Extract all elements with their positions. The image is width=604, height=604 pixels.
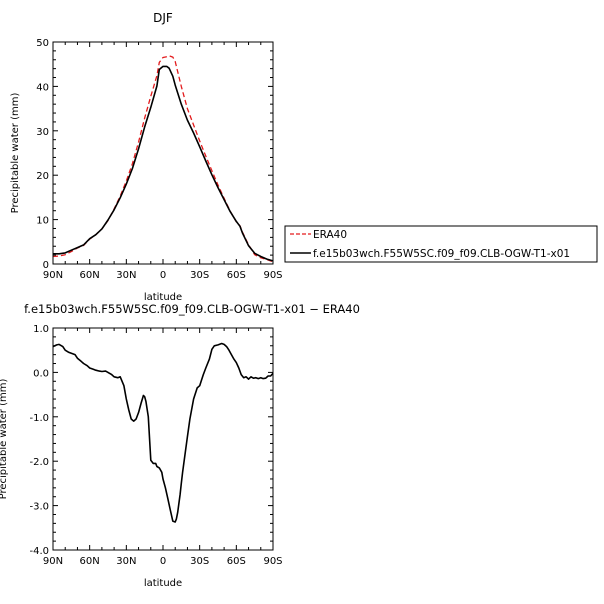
top-chart-title: DJF: [153, 11, 173, 25]
x-tick-label: 60S: [227, 556, 246, 567]
y-tick-label: 20: [36, 171, 49, 182]
series-line-1-0: [52, 342, 274, 523]
y-tick-label: -3.0: [29, 502, 49, 513]
top-chart-frame: [52, 41, 274, 265]
y-tick-label: 1.0: [33, 324, 49, 335]
y-tick-label: 10: [36, 216, 49, 227]
series-line-0-0: [52, 55, 274, 263]
legend-label-era40: ERA40: [313, 229, 347, 241]
y-tick-label: 50: [36, 38, 49, 49]
x-tick-label: 30N: [116, 270, 136, 281]
y-tick-label: 0: [43, 260, 49, 271]
bottom-chart-title: f.e15b03wch.F55W5SC.f09_f09.CLB-OGW-T1-x…: [24, 302, 360, 316]
legend-box: [284, 225, 598, 263]
y-tick-label: -4.0: [29, 546, 49, 557]
x-tick-label: 90N: [43, 556, 63, 567]
y-tick-label: 30: [36, 127, 49, 138]
y-tick-label: 40: [36, 82, 49, 93]
x-tick-label: 60S: [227, 270, 246, 281]
x-tick-label: 60N: [80, 556, 100, 567]
y-tick-label: -1.0: [29, 413, 49, 424]
x-tick-label: 60N: [80, 270, 100, 281]
top-chart-ylabel: Precipitable water (mm): [10, 93, 21, 214]
legend-label-model: f.e15b03wch.F55W5SC.f09_f09.CLB-OGW-T1-x…: [313, 248, 570, 260]
x-tick-label: 30S: [190, 556, 209, 567]
y-tick-label: 0.0: [33, 368, 49, 379]
x-tick-label: 90S: [263, 556, 282, 567]
bottom-chart-ylabel: Precipitable water (mm): [0, 379, 9, 500]
x-tick-label: 0: [160, 556, 166, 567]
top-chart-xlabel: latitude: [144, 292, 182, 303]
series-line-0-1: [53, 65, 274, 262]
x-tick-label: 30N: [116, 556, 136, 567]
legend: ERA40 f.e15b03wch.F55W5SC.f09_f09.CLB-OG…: [284, 225, 598, 263]
bottom-chart-panel: f.e15b03wch.F55W5SC.f09_f09.CLB-OGW-T1-x…: [0, 302, 360, 589]
x-tick-label: 90S: [263, 270, 282, 281]
bottom-chart-xlabel: latitude: [144, 578, 182, 589]
bottom-chart-frame: [52, 327, 274, 551]
y-tick-label: -2.0: [29, 457, 49, 468]
x-tick-label: 0: [160, 270, 166, 281]
top-chart-panel: DJF 90N 60N 30N 0 30S 60S 90S 0 10 20 30 40 50 Preci…: [10, 11, 283, 303]
x-tick-label: 90N: [43, 270, 63, 281]
x-tick-label: 30S: [190, 270, 209, 281]
